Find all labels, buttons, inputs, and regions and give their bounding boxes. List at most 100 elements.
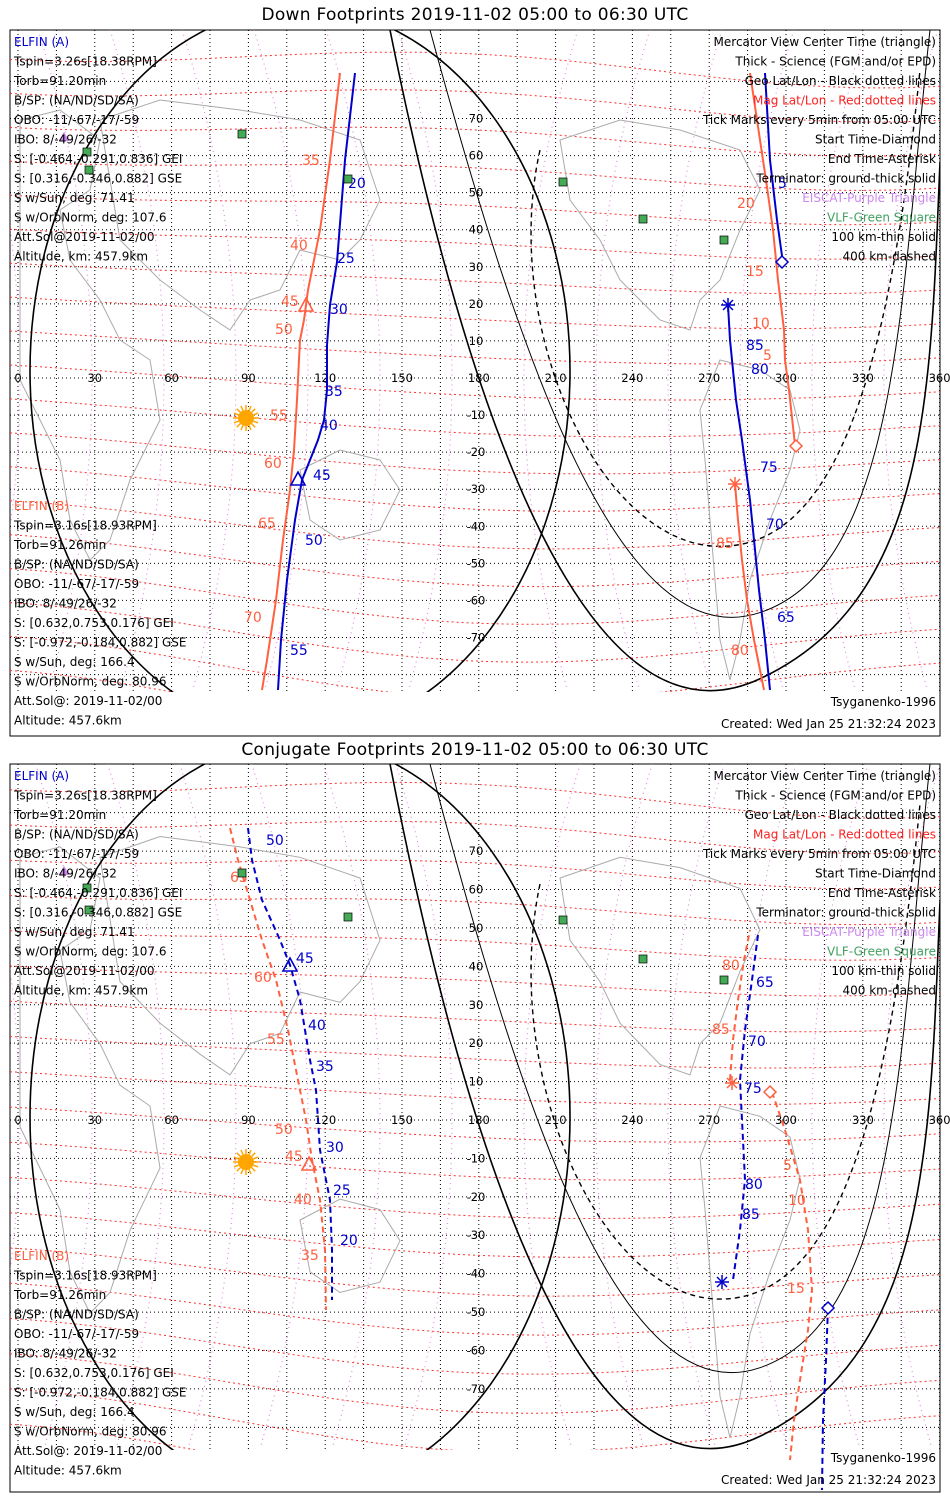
track_b-tick-label: 35 (302, 153, 320, 169)
continent-outline (559, 119, 761, 331)
lat-tick-label: -70 (467, 631, 486, 645)
legend-entry: VLF-Green Square (827, 945, 936, 959)
terminator-400km (530, 803, 921, 1300)
track_b-tick-label: 5 (783, 1158, 792, 1174)
elfin-b-info: IBO: 8/-49/26/-32 (14, 597, 117, 611)
lat-tick-label: -10 (467, 408, 486, 422)
sun-icon (233, 1149, 259, 1175)
continent-outline (99, 99, 381, 331)
mag-lat-line (10, 820, 940, 855)
continent-outline (99, 835, 381, 1076)
track_b-track-segment (229, 827, 327, 1311)
track_a-track-segment (732, 934, 759, 1281)
elfin-b-info: S w/OrbNorm, deg: 80.96 (14, 675, 166, 689)
lat-tick-label: -20 (467, 445, 486, 459)
legend-entry: Tick Marks every 5min from 05:00 UTC (702, 847, 936, 861)
elfin-b-info: Tspin=3.16s[18.93RPM] (13, 1269, 157, 1283)
center-time-triangle (300, 1155, 318, 1171)
mag-lat-line (10, 432, 940, 475)
lon-tick-label: 330 (852, 1113, 874, 1127)
elfin-a-info: IBO: 8/-49/26/-32 (14, 867, 117, 881)
mag-lat-line (10, 1282, 940, 1336)
lat-tick-label: 50 (469, 186, 484, 200)
legend-entry: Geo Lat/Lon - Black dotted lines (745, 808, 936, 822)
vlf-station-square (558, 177, 568, 187)
legend-entry: End Time-Asterisk (828, 886, 936, 900)
track_a-tick-label: 85 (746, 338, 764, 354)
continent-outline (299, 449, 401, 541)
lon-tick-label: 300 (775, 371, 797, 385)
mag-lat-line (10, 602, 940, 663)
mag-lon-line (179, 764, 237, 1449)
track_a-tick-label: 65 (756, 975, 774, 991)
legend-entry: Mag Lat/Lon - Red dotted lines (753, 94, 936, 108)
track_a-tick-label: 40 (308, 1018, 326, 1034)
continent-outline (699, 1105, 801, 1438)
mag-lat-line (10, 1106, 940, 1143)
legend-entry: Start Time-Diamond (815, 867, 936, 881)
lon-tick-label: 0 (14, 1113, 21, 1127)
track_a-tick-label: 20 (340, 1233, 358, 1249)
elfin-a-info: Att.Sol@2019-11-02/00 (14, 230, 155, 244)
conjugate-panel-title: Conjugate Footprints 2019-11-02 05:00 to… (241, 740, 709, 760)
mag-lat-line (10, 1071, 940, 1106)
lat-tick-label: 70 (469, 844, 484, 858)
track_b-tick-label: 45 (285, 1149, 303, 1165)
track_b-tick-label: 15 (787, 1281, 805, 1297)
vlf-station-square (237, 868, 247, 878)
elfin-b-info: S w/Sun, deg: 166.4 (14, 655, 135, 669)
elfin-a-name: ELFIN (A) (14, 35, 69, 49)
track_a-tick-label: 40 (320, 418, 338, 434)
elfin-b-info: S w/OrbNorm, deg: 80.96 (14, 1425, 166, 1439)
lat-tick-label: 50 (469, 921, 484, 935)
track_b-tick-label: 85 (712, 1022, 730, 1038)
elfin-b-info: Att.Sol@: 2019-11-02/00 (14, 1444, 162, 1458)
mag-lon-line (595, 764, 653, 1449)
track_a-tick-label: 50 (305, 533, 323, 549)
lon-tick-label: 180 (468, 371, 490, 385)
mag-lat-line (10, 126, 940, 157)
track_a-tick-label: 75 (744, 1081, 762, 1097)
lon-tick-label: 0 (14, 371, 21, 385)
elfin-a-info: S w/Sun, deg: 71.41 (14, 191, 135, 205)
lat-tick-label: -60 (467, 1343, 486, 1357)
lat-tick-label: 20 (469, 1036, 484, 1050)
legend-entry: 100 km-thin solid (831, 964, 936, 978)
elfin-a-info: Altitude, km: 457.9km (14, 250, 148, 264)
lat-tick-label: -30 (467, 1228, 486, 1242)
legend-entry: Mercator View Center Time (triangle) (714, 769, 936, 783)
panel-content: 0 30 60 90 120 150 180 210 240 270 300 330 360 70 60 50… (9, 29, 950, 737)
track_b-tick-label: 10 (752, 316, 770, 332)
elfin-a-info: IBO: 8/-49/26/-32 (14, 133, 117, 147)
legend-entry: Terminator: ground-thick solid (755, 906, 936, 920)
lon-tick-label: 30 (87, 1113, 102, 1127)
elfin-b-info: IBO: 8/-49/26/-32 (14, 1347, 117, 1361)
vlf-station-square (84, 165, 94, 175)
mag-lat-line (10, 1353, 940, 1414)
mag-lat-line (10, 895, 940, 926)
mag-lat-line (10, 670, 176, 692)
lon-tick-label: 210 (545, 371, 567, 385)
vlf-station-square (558, 915, 568, 925)
track_a-tick-label: 55 (290, 643, 308, 659)
mag-lon-line (397, 30, 453, 691)
lat-tick-label: -60 (467, 593, 486, 607)
elfin-a-info: S: [0.316,-0.346,0.882] GSE (14, 906, 182, 920)
eiscat-triangle (59, 132, 69, 141)
track_b-tick-label: 60 (264, 456, 282, 472)
legend-entry: Mercator View Center Time (triangle) (714, 35, 936, 49)
lon-tick-label: 120 (314, 371, 336, 385)
sun-icon (233, 405, 259, 431)
elfin-b-info: Altitude: 457.6km (14, 1464, 122, 1478)
terminator-100km (429, 30, 931, 618)
mag-lat-line (10, 364, 940, 401)
lat-tick-label: 70 (469, 111, 484, 125)
elfin-a-info: S: [-0.464,-0.291,0.836] GEI (14, 152, 182, 166)
mag-lon-line (325, 30, 381, 691)
continent-outline (19, 109, 161, 561)
elfin-a-info: S: [0.316,-0.346,0.882] GSE (14, 172, 182, 186)
track_a-tick-label: 5 (778, 176, 787, 192)
vlf-station-square (84, 905, 94, 915)
terminator-ground (29, 30, 571, 692)
